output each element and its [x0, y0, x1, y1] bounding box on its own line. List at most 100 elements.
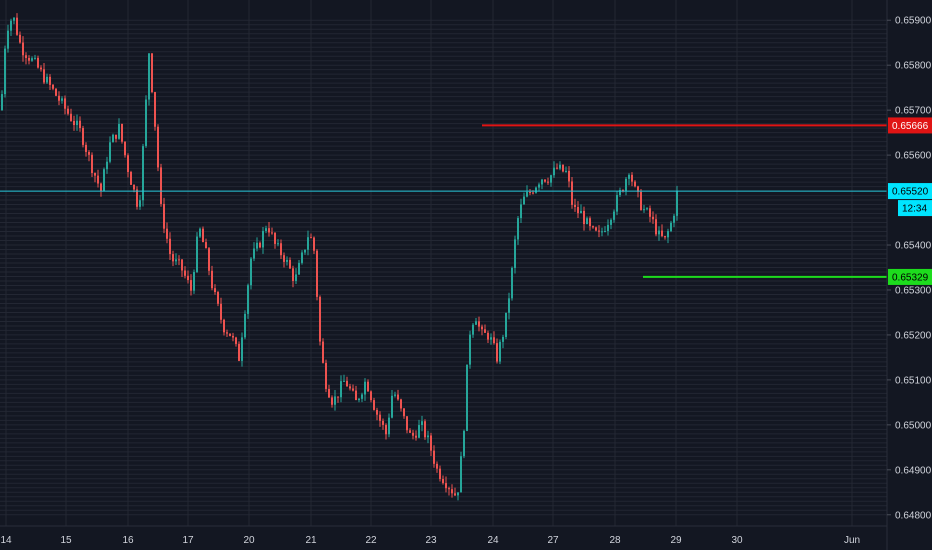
candle-body: [229, 333, 231, 336]
candle-body: [88, 151, 90, 155]
candle-body: [238, 343, 240, 361]
candle-body: [640, 191, 642, 210]
candle-body: [466, 364, 468, 431]
candle-body: [661, 230, 663, 237]
candle-body: [673, 215, 675, 223]
candle-body: [463, 430, 465, 457]
candle-body: [565, 170, 567, 172]
candle-body: [271, 232, 273, 234]
last-price-tag-label: 0.65520: [892, 187, 929, 198]
candle-body: [580, 210, 582, 214]
candle-body: [334, 396, 336, 405]
candle-body: [532, 192, 534, 194]
candle-body: [592, 226, 594, 228]
candle-body: [382, 420, 384, 425]
candle-body: [379, 414, 381, 421]
candle-body: [268, 228, 270, 233]
candle-body: [517, 218, 519, 240]
candle-body: [538, 184, 540, 188]
candle-body: [142, 146, 144, 201]
candle-body: [637, 186, 639, 192]
candle-body: [535, 187, 537, 193]
candle-body: [406, 416, 408, 431]
candle-body: [22, 42, 24, 56]
candle-body: [259, 242, 261, 248]
candle-body: [541, 179, 543, 185]
candle-body: [202, 228, 204, 243]
candle-body: [220, 303, 222, 320]
candle-body: [610, 219, 612, 225]
candle-body: [178, 259, 180, 261]
candle-body: [265, 228, 267, 231]
y-tick-label: 0.65000: [895, 420, 932, 431]
candle-body: [160, 167, 162, 204]
candle-body: [154, 92, 156, 127]
candle-body: [31, 58, 33, 61]
candle-body: [103, 169, 105, 192]
y-tick-label: 0.64800: [895, 510, 932, 521]
candle-body: [64, 98, 66, 109]
time-axis[interactable]: 14 15 16 17 20 21 22 23 24 27 28 29 30 Jun: [0, 535, 860, 546]
candle-body: [475, 321, 477, 325]
candle-body: [211, 270, 213, 289]
candle-body: [250, 258, 252, 286]
candle-body: [139, 200, 141, 207]
candle-body: [547, 181, 549, 183]
candle-body: [556, 167, 558, 169]
candle-body: [643, 209, 645, 211]
candle-body: [169, 238, 171, 255]
candle-body: [487, 332, 489, 340]
candle-body: [448, 488, 450, 490]
candle-body: [37, 57, 39, 68]
y-tick-label: 0.64900: [895, 465, 932, 476]
candle-body: [82, 128, 84, 145]
x-tick-label: 22: [365, 535, 377, 546]
y-tick-label: 0.65600: [895, 151, 932, 162]
candle-body: [514, 239, 516, 268]
candle-body: [184, 270, 186, 276]
candle-body: [91, 154, 93, 173]
candle-body: [13, 17, 15, 21]
candle-body: [145, 99, 147, 147]
candle-body: [451, 489, 453, 494]
price-axis[interactable]: 0.65900 0.65800 0.65700 0.65600 0.65400 0.653…: [887, 16, 932, 522]
candle-body: [277, 243, 279, 245]
candle-body: [133, 184, 135, 190]
y-tick-label: 0.65900: [895, 16, 932, 27]
x-tick-label: 16: [122, 535, 134, 546]
candle-body: [394, 394, 396, 396]
candle-body: [199, 228, 201, 237]
candle-body: [310, 237, 312, 239]
candle-body: [583, 210, 585, 225]
candle-body: [649, 208, 651, 217]
candle-body: [196, 236, 198, 273]
candle-body: [19, 34, 21, 43]
candle-body: [349, 386, 351, 389]
x-tick-label: 24: [487, 535, 499, 546]
candle-body: [322, 341, 324, 363]
candle-body: [391, 395, 393, 418]
candle-body: [601, 231, 603, 233]
candle-body: [256, 242, 258, 249]
candle-body: [460, 456, 462, 493]
candle-body: [301, 252, 303, 263]
candle-body: [433, 450, 435, 464]
x-tick-label: 20: [243, 535, 255, 546]
candle-body: [472, 324, 474, 335]
candle-body: [316, 250, 318, 297]
x-tick-label: 28: [609, 535, 621, 546]
candle-body: [595, 227, 597, 231]
x-tick-label: 17: [182, 535, 194, 546]
candle-body: [52, 84, 54, 89]
x-tick-label: Jun: [844, 535, 860, 546]
candle-body: [253, 248, 255, 259]
candle-body: [58, 95, 60, 101]
candle-body: [217, 292, 219, 304]
candle-body: [55, 88, 57, 96]
candle-body: [214, 288, 216, 293]
x-tick-label: 21: [305, 535, 317, 546]
countdown-tag: [898, 200, 932, 217]
candle-body: [505, 312, 507, 337]
candle-body: [385, 424, 387, 435]
